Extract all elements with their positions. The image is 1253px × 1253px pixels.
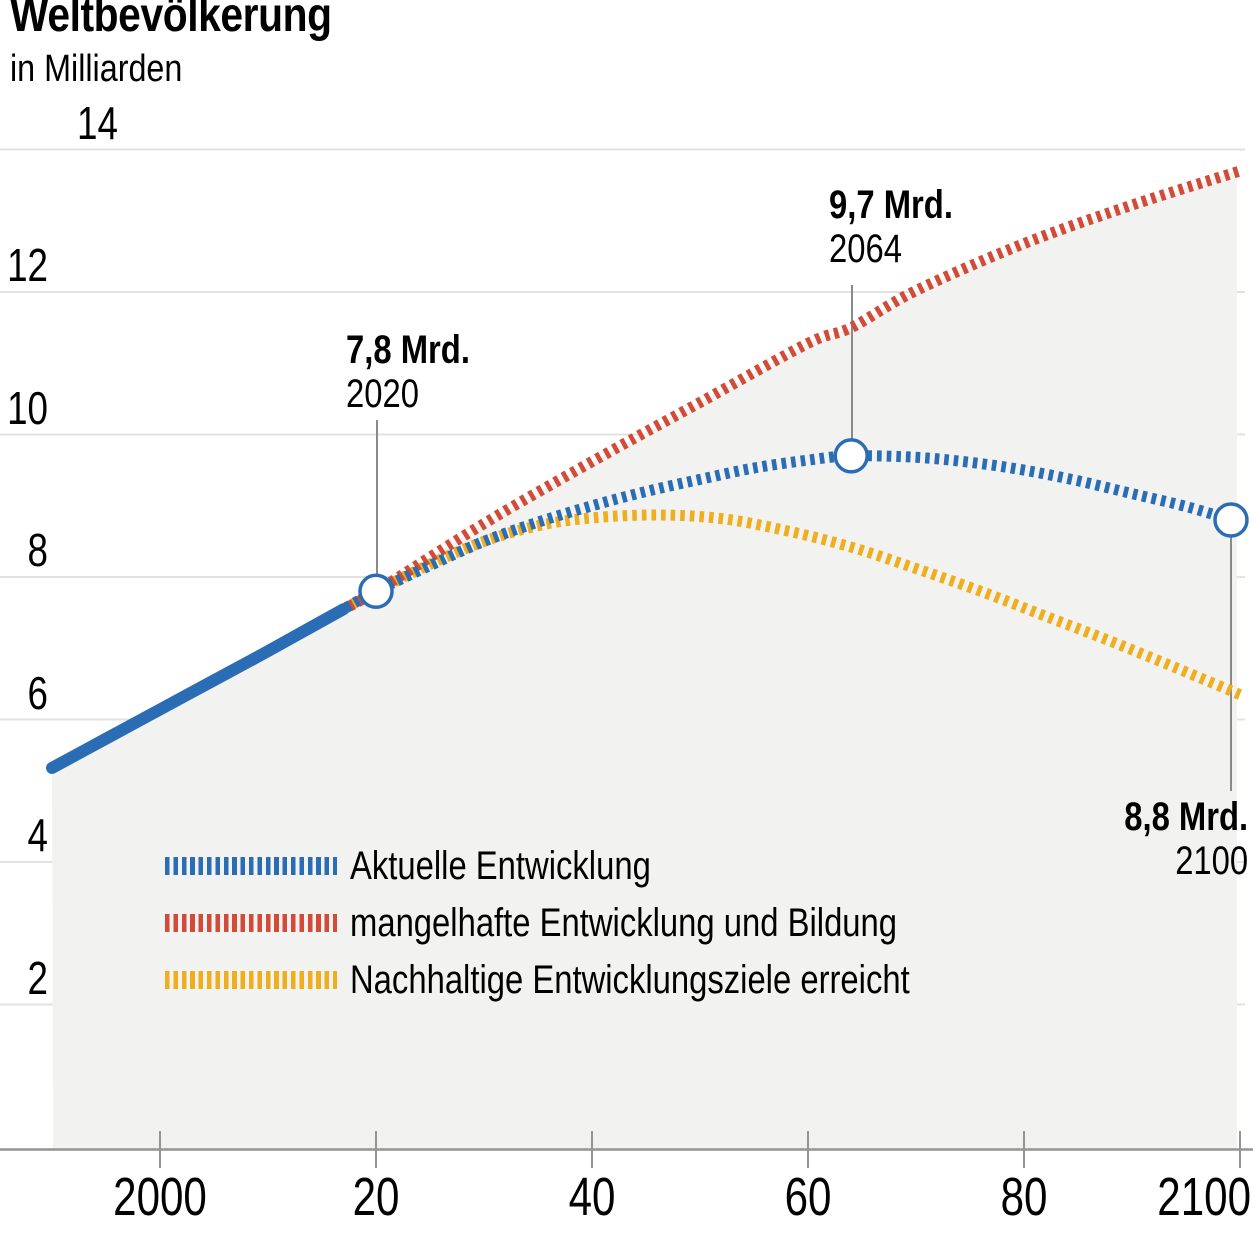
y-axis-label-2: 2: [27, 951, 48, 1004]
x-axis-label-2100: 2100: [1157, 1167, 1251, 1227]
y-axis-label-4: 4: [27, 809, 48, 861]
x-axis-label-2000: 2000: [113, 1167, 207, 1227]
x-axis-label-40: 40: [568, 1167, 616, 1227]
legend-swatch-nachhaltige: [165, 971, 337, 989]
series-line-history: [46, 603, 350, 774]
annotation-2100-year: 2100: [1175, 839, 1248, 883]
y-axis-label-14: 14: [77, 96, 118, 149]
legend-label-mangelhafte: mangelhafte Entwicklung und Bildung: [350, 901, 898, 945]
annotation-2020-value: 7,8 Mrd.: [346, 328, 470, 372]
x-axis-label-60: 60: [784, 1167, 832, 1227]
annotation-2020: 7,8 Mrd. 2020: [346, 328, 470, 416]
y-axis-label-8: 8: [27, 524, 48, 576]
y-axis-label-6: 6: [27, 666, 48, 719]
legend-swatch-mangelhafte: [165, 914, 337, 932]
series-line-aktuell: [340, 450, 1233, 614]
annotation-2064: 9,7 Mrd. 2064: [829, 183, 953, 271]
annotation-2064-value: 9,7 Mrd.: [829, 183, 953, 227]
x-axis-label-80: 80: [1000, 1167, 1048, 1227]
legend-swatch-aktuelle: [165, 857, 337, 875]
data-point-marker-2064: [833, 438, 869, 474]
y-axis-label-10: 10: [7, 381, 48, 434]
data-point-marker-2020: [358, 573, 394, 609]
annotation-2020-year: 2020: [346, 372, 419, 416]
y-axis-label-12: 12: [7, 239, 48, 291]
annotation-2100: 8,8 Mrd. 2100: [1124, 795, 1248, 883]
legend-label-nachhaltige: Nachhaltige Entwicklungsziele erreicht: [350, 958, 910, 1002]
series-line-mangelhaft: [340, 165, 1242, 614]
chart-unit-label: in Milliarden: [10, 48, 183, 90]
annotation-2100-value: 8,8 Mrd.: [1124, 795, 1248, 839]
scenario-area-fill: [52, 170, 1237, 1150]
data-point-marker-2100: [1213, 502, 1249, 538]
annotation-2064-year: 2064: [829, 227, 902, 271]
chart-title: Weltbevölkerung: [10, 0, 332, 42]
x-axis-label-20: 20: [352, 1167, 400, 1227]
legend-label-aktuelle: Aktuelle Entwicklung: [350, 844, 651, 888]
